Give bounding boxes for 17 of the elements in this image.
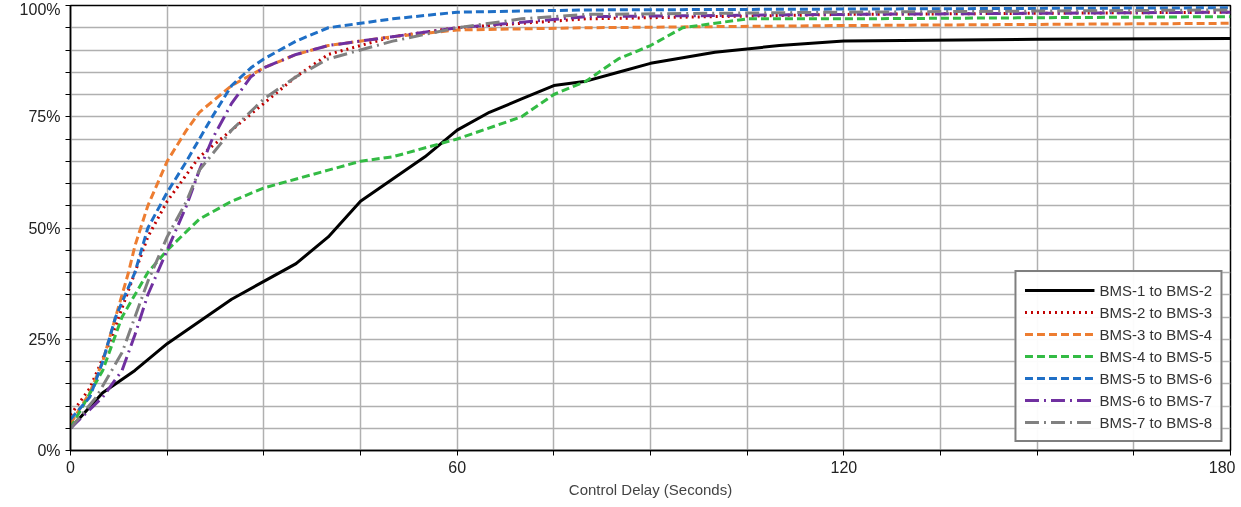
legend-label: BMS-7 to BMS-8 xyxy=(1099,413,1212,431)
legend-label: BMS-5 to BMS-6 xyxy=(1099,369,1212,387)
legend-label: BMS-3 to BMS-4 xyxy=(1099,325,1212,343)
x-tick-label: 120 xyxy=(830,458,858,476)
x-tick-label: 180 xyxy=(1208,458,1236,476)
legend-label: BMS-6 to BMS-7 xyxy=(1099,391,1212,409)
legend-label: BMS-1 to BMS-2 xyxy=(1099,281,1212,299)
y-tick-label: 0% xyxy=(37,442,61,459)
y-tick-label: 25% xyxy=(28,330,61,348)
y-tick-label: 100% xyxy=(19,0,61,18)
legend-label: BMS-2 to BMS-3 xyxy=(1099,303,1212,321)
x-tick-label: 0 xyxy=(66,458,76,476)
y-tick-label: 75% xyxy=(28,108,61,126)
y-tick-label: 50% xyxy=(28,219,61,237)
x-axis-title: Control Delay (Seconds) xyxy=(568,480,733,498)
x-tick-label: 60 xyxy=(448,458,467,476)
legend-label: BMS-4 to BMS-5 xyxy=(1099,347,1212,365)
